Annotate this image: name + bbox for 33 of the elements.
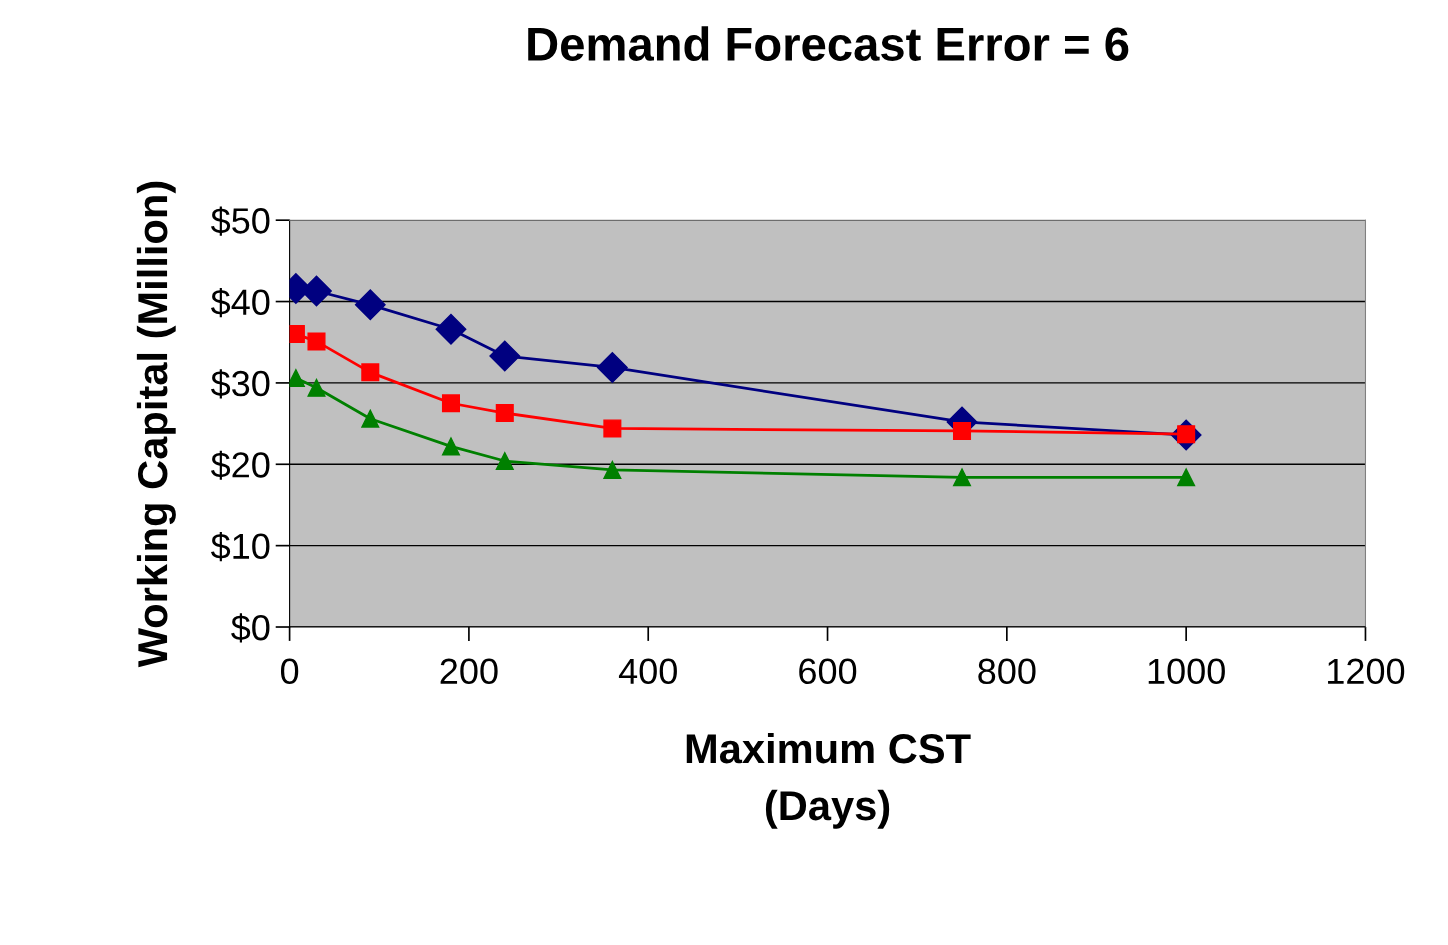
point: [441, 437, 461, 456]
point: [952, 421, 972, 440]
point: [596, 352, 628, 383]
point: [495, 451, 514, 471]
x-tick-label: 1000: [1148, 658, 1225, 685]
y-tick-label: $50: [211, 206, 270, 236]
point: [495, 403, 514, 423]
point: [603, 419, 622, 438]
y-tick-label: $0: [231, 613, 270, 643]
y-tick-label: $20: [211, 450, 270, 480]
point: [361, 409, 380, 428]
point: [354, 289, 386, 321]
x-tick-label: 0: [280, 658, 299, 685]
point: [307, 378, 326, 397]
chart-title: Demand Forecast Error = 6: [528, 26, 1129, 61]
point: [952, 468, 972, 487]
y-tick-label: $10: [211, 531, 270, 562]
x-tick-label: 200: [440, 658, 498, 685]
x-axis-title: Maximum CST (Days): [686, 732, 971, 829]
point: [307, 332, 326, 351]
x-tick-label: 800: [978, 658, 1036, 685]
point: [361, 363, 380, 382]
point: [489, 340, 521, 372]
x-tick-label: 1200: [1328, 658, 1405, 685]
y-tick-label: $30: [211, 369, 270, 399]
y-axis-title: Working Capital (Million): [136, 181, 176, 668]
point: [1177, 468, 1196, 487]
y-tick-label: $40: [211, 287, 270, 318]
point: [603, 460, 622, 480]
point: [441, 394, 461, 413]
point: [435, 313, 467, 345]
x-tick-label: 600: [799, 658, 857, 685]
x-tick-label: 400: [618, 658, 677, 685]
